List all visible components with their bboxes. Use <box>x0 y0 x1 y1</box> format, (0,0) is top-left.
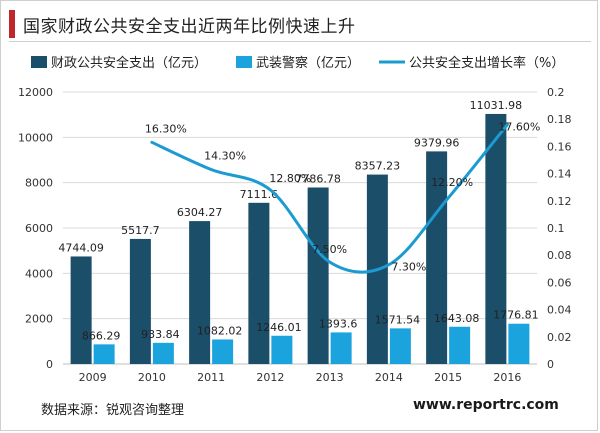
y-right-tick-label: 0.16 <box>547 140 572 153</box>
bar-armed-police <box>212 339 234 364</box>
y-right-tick-label: 0.1 <box>547 222 565 235</box>
x-tick-label: 2009 <box>79 371 107 384</box>
bar-data-label: 933.84 <box>141 328 180 341</box>
bar-data-label: 7786.78 <box>295 172 341 185</box>
line-data-label: 16.30% <box>145 122 187 135</box>
x-tick-label: 2012 <box>256 371 284 384</box>
x-tick-label: 2014 <box>375 371 403 384</box>
title-divider <box>9 41 591 42</box>
bar-armed-police <box>508 323 530 364</box>
legend-swatch-armed-police <box>236 56 252 68</box>
bar-data-label: 6304.27 <box>177 206 223 219</box>
legend-swatch-public-security <box>31 56 47 68</box>
y-left-tick-label: 4000 <box>25 267 53 280</box>
x-tick-label: 2011 <box>197 371 225 384</box>
bar-data-label: 11031.98 <box>470 99 523 112</box>
bar-data-label: 1643.08 <box>434 312 480 325</box>
y-left-tick-label: 8000 <box>25 177 53 190</box>
legend-label-public-security: 财政公共安全支出（亿元） <box>51 55 207 71</box>
site-url: www.reportrc.com <box>413 397 559 413</box>
x-tick-label: 2016 <box>493 371 521 384</box>
y-right-tick-label: 0.04 <box>547 304 572 317</box>
bar-armed-police <box>152 342 174 364</box>
legend-label-armed-police: 武装警察（亿元） <box>256 55 360 71</box>
legend-label-growth-rate: 公共安全支出增长率（%） <box>409 55 564 71</box>
source-note: 数据来源：锐观咨询整理 <box>41 403 185 418</box>
bar-armed-police <box>271 335 293 364</box>
y-right-tick-label: 0.18 <box>547 113 572 126</box>
y-left-tick-label: 12000 <box>18 86 53 99</box>
y-right-tick-label: 0.02 <box>547 331 572 344</box>
x-tick-label: 2010 <box>138 371 166 384</box>
bar-public-security <box>70 256 92 364</box>
line-data-label: 7.30% <box>391 261 426 274</box>
line-data-label: 12.80% <box>269 172 311 185</box>
y-right-tick-label: 0.08 <box>547 249 572 262</box>
bar-data-label: 1246.01 <box>256 321 302 334</box>
bar-armed-police <box>389 328 411 364</box>
bar-armed-police <box>330 332 352 364</box>
bar-public-security <box>248 202 270 364</box>
bar-public-security <box>129 238 151 364</box>
y-left-tick-label: 2000 <box>25 313 53 326</box>
bar-data-label: 1393.6 <box>319 317 358 330</box>
title-accent-bar <box>9 10 15 38</box>
bar-data-label: 5517.7 <box>121 224 160 237</box>
bar-data-label: 1082.02 <box>197 324 243 337</box>
line-data-label: 7.50% <box>312 243 347 256</box>
bar-data-label: 4744.09 <box>58 241 104 254</box>
y-right-tick-label: 0 <box>547 358 554 371</box>
x-tick-label: 2015 <box>434 371 462 384</box>
bar-data-label: 8357.23 <box>355 160 401 173</box>
y-right-tick-label: 0.14 <box>547 168 572 181</box>
bar-public-security <box>307 187 329 364</box>
line-data-label: 17.60% <box>498 121 540 134</box>
line-data-label: 12.20% <box>431 176 473 189</box>
bar-public-security <box>485 113 507 364</box>
bar-data-label: 866.29 <box>82 329 121 342</box>
bar-armed-police <box>449 326 471 364</box>
y-left-tick-label: 0 <box>46 358 53 371</box>
y-left-tick-label: 10000 <box>18 131 53 144</box>
bar-data-label: 7111.6 <box>240 188 279 201</box>
line-data-label: 14.30% <box>204 150 246 163</box>
page-title: 国家财政公共安全支出近两年比例快速上升 <box>23 17 356 37</box>
x-tick-label: 2013 <box>316 371 344 384</box>
y-right-tick-label: 0.06 <box>547 276 572 289</box>
bar-public-security <box>189 221 211 364</box>
bar-data-label: 9379.96 <box>414 136 460 149</box>
bar-armed-police <box>93 344 115 364</box>
y-right-tick-label: 0.2 <box>547 86 565 99</box>
bar-data-label: 1571.54 <box>375 313 421 326</box>
bar-data-label: 1776.81 <box>493 309 539 322</box>
y-left-tick-label: 6000 <box>25 222 53 235</box>
y-right-tick-label: 0.12 <box>547 195 572 208</box>
